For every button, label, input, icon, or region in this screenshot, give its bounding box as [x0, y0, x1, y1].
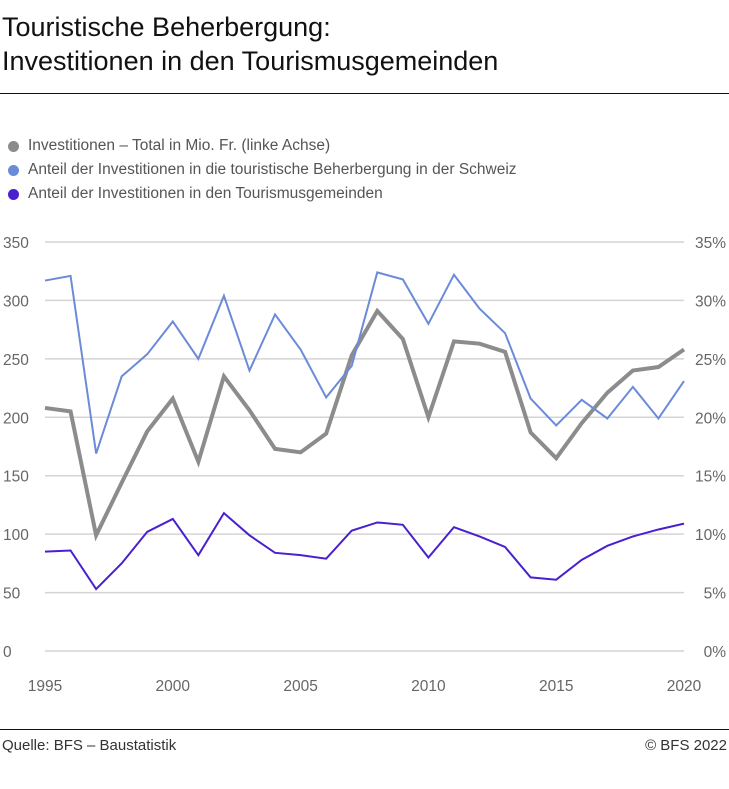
title-line-2: Investitionen in den Tourismusgemeinden — [2, 46, 499, 76]
legend-dot-icon — [8, 188, 19, 200]
series-line-1 — [44, 271, 685, 454]
y-tick-right: 5% — [704, 586, 727, 603]
title-line-1: Touristische Beherbergung: — [2, 12, 331, 42]
line-chart: 0 0% 50 5% 100 10% 150 15% 200 20% 250 25% 300 30% 350… — [3, 235, 727, 695]
legend-label: Investitionen – Total in Mio. Fr. (linke… — [28, 137, 331, 154]
series-line-0 — [44, 307, 686, 542]
legend-label: Anteil der Investitionen in den Tourismu… — [28, 185, 383, 202]
x-tick: 2000 — [156, 678, 191, 695]
legend-item-tourismusgemeinden: Anteil der Investitionen in den Tourismu… — [8, 182, 517, 206]
y-tick-left: 150 — [3, 469, 29, 486]
y-tick-left: 50 — [3, 586, 21, 603]
x-tick: 2005 — [283, 678, 317, 695]
legend-dot-icon — [8, 140, 19, 152]
y-tick-right: 10% — [695, 527, 726, 544]
title-divider — [0, 93, 729, 94]
y-tick-left: 100 — [3, 527, 29, 544]
y-tick-right: 35% — [695, 235, 726, 252]
copyright: © BFS 2022 — [645, 737, 727, 754]
y-tick-right: 25% — [695, 352, 726, 369]
legend-item-schweiz: Anteil der Investitionen in die touristi… — [8, 158, 517, 182]
y-tick-left: 300 — [3, 293, 29, 310]
y-tick-left: 250 — [3, 352, 29, 369]
legend-label: Anteil der Investitionen in die touristi… — [28, 161, 517, 178]
chart-title: Touristische Beherbergung: Investitionen… — [2, 10, 498, 78]
y-tick-right: 20% — [695, 410, 726, 427]
y-tick-right: 0% — [704, 644, 727, 661]
x-tick: 1995 — [28, 678, 62, 695]
y-tick-left: 200 — [3, 410, 29, 427]
x-tick: 2010 — [411, 678, 446, 695]
x-tick: 2020 — [667, 678, 702, 695]
y-tick-right: 15% — [695, 469, 726, 486]
footer-divider — [0, 729, 729, 730]
legend-item-total: Investitionen – Total in Mio. Fr. (linke… — [8, 134, 517, 158]
legend-dot-icon — [8, 164, 19, 176]
legend: Investitionen – Total in Mio. Fr. (linke… — [8, 134, 517, 206]
y-tick-right: 30% — [695, 293, 726, 310]
x-tick: 2015 — [539, 678, 573, 695]
y-tick-left: 0 — [3, 644, 12, 661]
y-tick-left: 350 — [3, 235, 29, 252]
source-note: Quelle: BFS – Baustatistik — [2, 737, 177, 754]
series-line-2 — [44, 511, 685, 591]
